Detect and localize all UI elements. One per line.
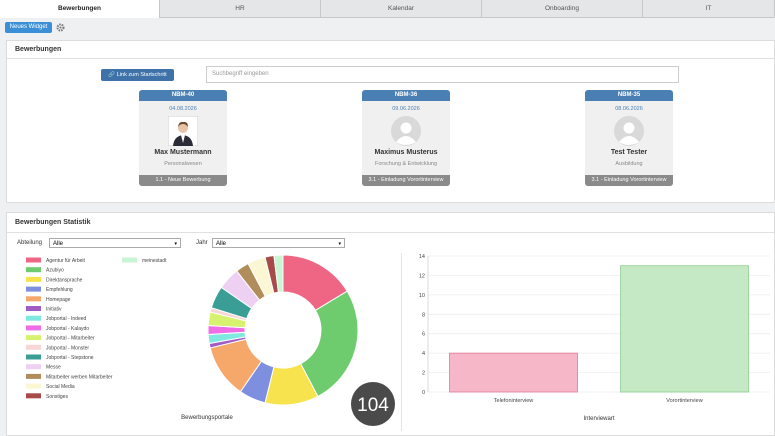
legend-swatch — [26, 257, 41, 263]
x-tick-label: Telefoninterview — [494, 398, 533, 404]
x-axis-title: Interviewart — [583, 416, 614, 422]
legend-label: Jobportal - Indeed — [46, 316, 87, 322]
select-value: Alle — [53, 241, 64, 247]
legend-swatch — [26, 354, 41, 360]
search-input[interactable]: Suchbegriff eingeben — [206, 66, 679, 83]
applications-panel: Bewerbungen 🔗 Link zum Startschritt Such… — [6, 40, 775, 203]
divider — [401, 253, 402, 431]
legend-swatch — [26, 267, 41, 273]
legend-label: Jobportal - Kalaydo — [46, 326, 89, 332]
legend-label: Jobportal - Stepstone — [46, 355, 94, 361]
divider — [7, 232, 774, 233]
panel-title: Bewerbungen — [15, 46, 62, 53]
application-card[interactable]: NBM-36 09.06.2026 Maximus Musterus Forschun… — [362, 90, 450, 186]
card-id: NBM-35 — [585, 90, 673, 101]
filter-label: Jahr — [196, 240, 208, 246]
card-name: Test Tester — [610, 149, 648, 156]
department-select[interactable]: Alle ▾ — [49, 238, 181, 248]
card-status: 3.1 - Einladung Vorortinterview — [585, 175, 673, 186]
legend-label: Agentur für Arbeit — [46, 258, 86, 264]
y-tick-label: 0 — [422, 390, 425, 396]
link-button-label: Link zum Startschritt — [116, 72, 167, 78]
link-button[interactable]: 🔗 Link zum Startschritt — [101, 69, 174, 81]
legend-swatch — [122, 257, 137, 263]
legend-swatch — [26, 296, 41, 302]
application-card[interactable]: NBM-40 04.08.2026 Max Mustermann Personalwe… — [139, 90, 227, 186]
y-tick-label: 6 — [422, 332, 425, 338]
legend-label: Sonstiges — [46, 394, 68, 400]
x-axis-title: Bewerbungsportale — [181, 415, 233, 421]
card-id: NBM-40 — [139, 90, 227, 101]
new-widget-button[interactable]: Neues Widget — [5, 22, 52, 33]
legend-label: Messe — [46, 365, 61, 371]
legend-label: Mitarbeiter werben Mitarbeiter — [46, 374, 113, 380]
legend-swatch — [26, 286, 41, 292]
legend-label: meinestadt — [142, 258, 167, 264]
legend-swatch — [26, 306, 41, 311]
legend-swatch — [26, 315, 41, 321]
filter-label: Abteilung — [17, 240, 43, 246]
bar — [620, 265, 749, 393]
card-date: 08.06.2026 — [615, 106, 643, 112]
legend-label: Direktansprache — [46, 277, 83, 283]
card-status: 3.1 - Einladung Vorortinterview — [362, 175, 450, 186]
legend-swatch — [26, 364, 41, 370]
y-tick-label: 14 — [419, 254, 425, 260]
panel-title: Bewerbungen Statistik — [15, 219, 91, 226]
pie-slice — [273, 254, 284, 293]
avatar — [391, 116, 421, 146]
legend-label: Social Media — [46, 384, 75, 390]
bar — [449, 352, 578, 393]
avatar — [168, 116, 198, 146]
total-badge — [351, 382, 395, 426]
card-department: Forschung & Entwicklung — [374, 161, 438, 167]
y-tick-label: 8 — [422, 312, 425, 318]
card-date: 04.08.2026 — [169, 106, 197, 112]
card-name: Max Mustermann — [154, 149, 212, 156]
tab[interactable]: HR — [160, 0, 321, 18]
legend-swatch — [26, 383, 41, 389]
card-id: NBM-36 — [362, 90, 450, 101]
card-date: 09.06.2026 — [392, 106, 420, 112]
y-tick-label: 10 — [419, 293, 425, 299]
legend-swatch — [26, 276, 41, 282]
card-department: Ausbildung — [615, 161, 643, 167]
y-tick-label: 2 — [422, 371, 425, 377]
legend-swatch — [26, 335, 41, 341]
year-select[interactable]: Alle ▾ — [212, 238, 345, 248]
y-tick-label: 12 — [419, 273, 425, 279]
x-tick-label: Vorortinterview — [666, 398, 702, 404]
application-card[interactable]: NBM-35 08.06.2026 Test Tester Ausbildung 3.1… — [585, 90, 673, 186]
card-name: Maximus Musterus — [374, 149, 438, 156]
legend-swatch — [26, 325, 41, 331]
card-status: 1.1 - Neue Bewerbung — [139, 175, 227, 186]
tab[interactable]: Onboarding — [482, 0, 643, 18]
legend-label: Azubiyo — [46, 268, 64, 274]
avatar — [614, 116, 644, 146]
tab[interactable]: Kalendar — [321, 0, 482, 18]
legend-label: Empfehlung — [46, 287, 73, 293]
settings-icon[interactable] — [56, 23, 65, 32]
select-value: Alle — [216, 241, 227, 247]
legend-swatch — [26, 344, 41, 350]
card-department: Personalwesen — [164, 161, 202, 167]
legend-label: Jobportal - Mitarbeiter — [46, 336, 95, 342]
legend-label: Homepage — [46, 297, 71, 303]
y-tick-label: 4 — [422, 351, 425, 357]
tab[interactable]: Bewerbungen — [0, 0, 160, 18]
legend-swatch — [26, 393, 41, 399]
legend-label: Initiativ — [46, 307, 62, 313]
total-value: 104 — [357, 395, 389, 416]
divider — [7, 58, 774, 59]
legend-swatch — [26, 373, 41, 379]
legend-label: Jobportal - Monster — [46, 345, 89, 351]
